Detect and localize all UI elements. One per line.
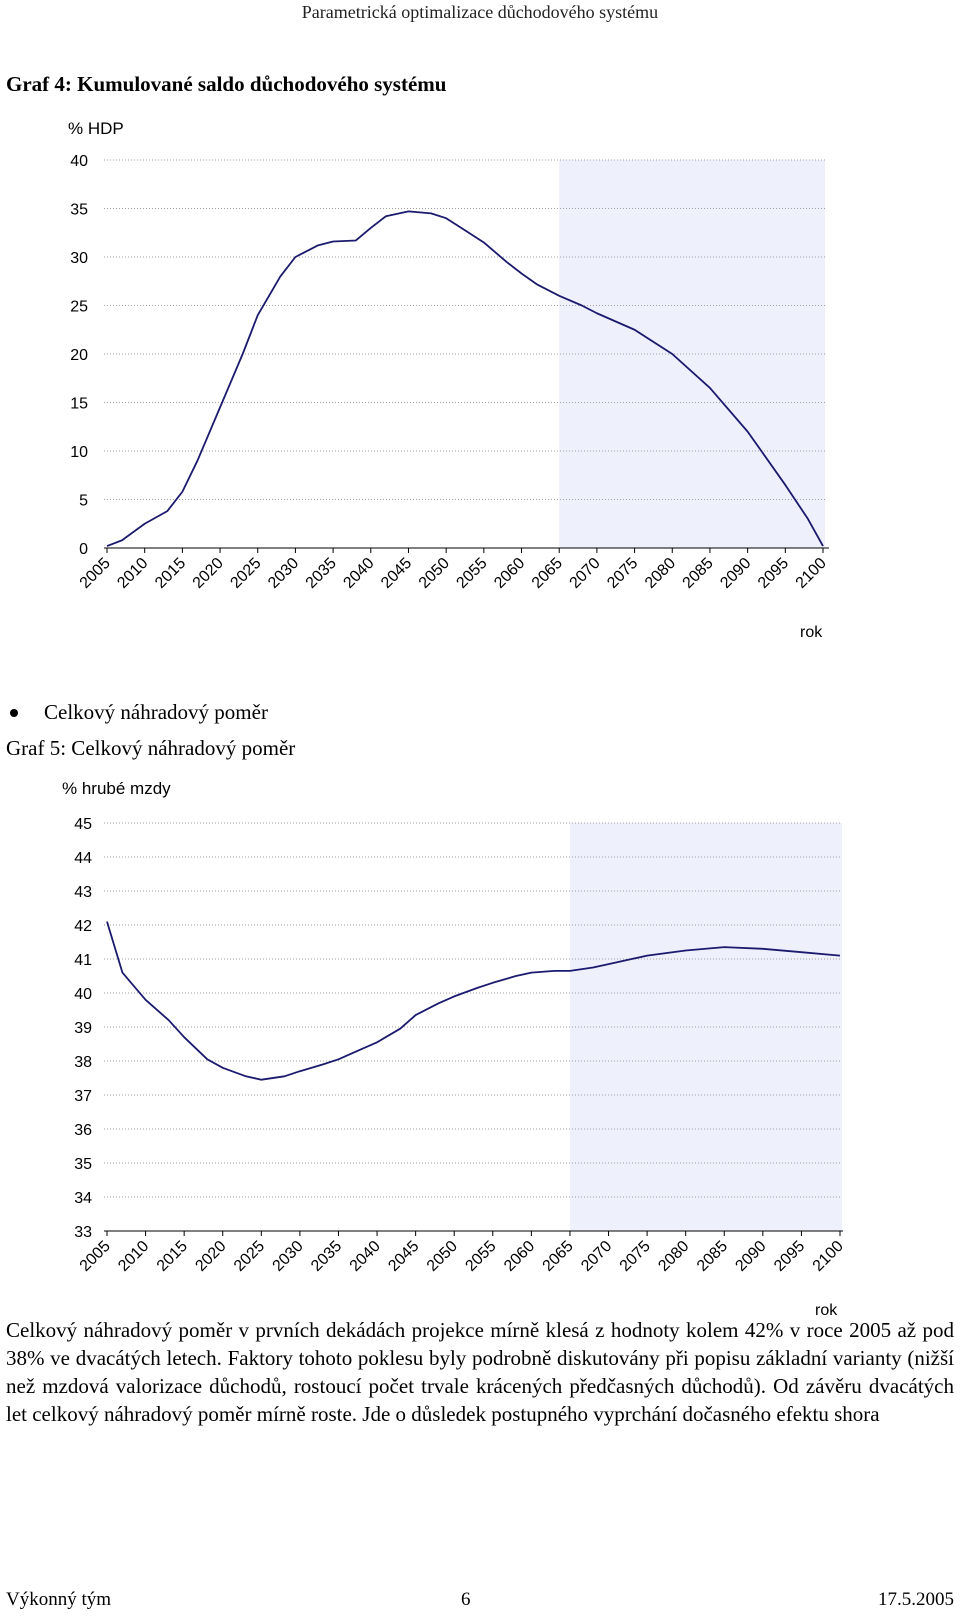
y-axis-title: % HDP (68, 119, 124, 138)
y-tick-label: 5 (79, 493, 88, 510)
x-tick-label: 2080 (642, 555, 679, 592)
x-tick-label: 2020 (190, 555, 227, 592)
y-tick-label: 43 (74, 884, 92, 901)
running-header: Parametrická optimalizace důchodového sy… (301, 2, 659, 22)
x-tick-label: 2085 (680, 555, 717, 592)
graph4-caption: Graf 4: Kumulované saldo důchodového sys… (6, 72, 447, 96)
y-tick-label: 35 (74, 1156, 92, 1173)
x-tick-label: 2045 (378, 555, 415, 592)
x-axis-title: rok (800, 624, 823, 641)
y-tick-label: 45 (74, 816, 92, 833)
x-tick-label: 2025 (231, 1238, 268, 1275)
y-tick-label: 38 (74, 1054, 92, 1071)
y-tick-label: 35 (70, 202, 88, 219)
y-tick-label: 40 (70, 153, 88, 170)
x-tick-label: 2040 (340, 555, 377, 592)
x-tick-label: 2100 (810, 1238, 847, 1275)
x-tick-label: 2060 (491, 555, 528, 592)
bullet-item: Celkový náhradový poměr (6, 700, 268, 725)
x-tick-label: 2010 (115, 1238, 152, 1275)
y-tick-label: 33 (74, 1224, 92, 1241)
x-tick-label: 2065 (540, 1238, 577, 1275)
bullet-text: Celkový náhradový poměr (44, 700, 268, 724)
x-tick-label: 2030 (265, 555, 302, 592)
y-tick-label: 15 (70, 396, 88, 413)
x-tick-label: 2005 (77, 555, 114, 592)
x-tick-label: 2070 (567, 555, 604, 592)
x-tick-label: 2080 (655, 1238, 692, 1275)
x-tick-label: 2075 (617, 1238, 654, 1275)
x-tick-label: 2075 (604, 555, 641, 592)
x-tick-label: 2095 (771, 1238, 808, 1275)
y-tick-label: 44 (74, 850, 92, 867)
x-tick-label: 2045 (385, 1238, 422, 1275)
y-tick-label: 0 (79, 541, 88, 558)
x-tick-label: 2100 (793, 555, 830, 592)
footer-date: 17.5.2005 (878, 1589, 954, 1610)
x-tick-label: 2005 (77, 1238, 114, 1275)
x-tick-label: 2020 (192, 1238, 229, 1275)
y-axis-title: % hrubé mzdy (62, 779, 171, 798)
x-tick-label: 2095 (755, 555, 792, 592)
x-tick-label: 2035 (308, 1238, 345, 1275)
y-tick-label: 39 (74, 1020, 92, 1037)
series-line (106, 921, 841, 1081)
x-tick-label: 2090 (732, 1238, 769, 1275)
x-tick-label: 2085 (694, 1238, 731, 1275)
x-tick-label: 2070 (578, 1238, 615, 1275)
x-tick-label: 2090 (717, 555, 754, 592)
footer-author: Výkonný tým (6, 1589, 112, 1610)
x-tick-label: 2035 (303, 555, 340, 592)
x-tick-label: 2050 (424, 1238, 461, 1275)
x-tick-label: 2060 (501, 1238, 538, 1275)
y-tick-label: 42 (74, 918, 92, 935)
x-tick-label: 2040 (347, 1238, 384, 1275)
graph5-caption: Graf 5: Celkový náhradový poměr (6, 736, 296, 760)
bullet-icon (10, 708, 18, 717)
y-tick-label: 36 (74, 1122, 92, 1139)
x-tick-label: 2055 (462, 1238, 499, 1275)
x-tick-label: 2055 (453, 555, 490, 592)
x-tick-label: 2010 (114, 555, 151, 592)
y-tick-label: 25 (70, 299, 88, 316)
x-tick-label: 2065 (529, 555, 566, 592)
y-tick-label: 30 (70, 250, 88, 267)
y-tick-label: 10 (70, 444, 88, 461)
x-tick-label: 2015 (152, 555, 189, 592)
body-paragraph: Celkový náhradový poměr v prvních dekádá… (6, 1318, 954, 1426)
y-tick-label: 40 (74, 986, 92, 1003)
x-axis-title: rok (815, 1302, 838, 1319)
footer-page-number: 6 (461, 1589, 471, 1610)
shaded-region (569, 823, 842, 1231)
x-tick-label: 2025 (227, 555, 264, 592)
y-tick-label: 34 (74, 1190, 92, 1207)
series-line (106, 210, 824, 547)
y-tick-label: 20 (70, 347, 88, 364)
y-tick-label: 37 (74, 1088, 92, 1105)
y-tick-label: 41 (74, 952, 92, 969)
x-tick-label: 2015 (154, 1238, 191, 1275)
x-tick-label: 2030 (270, 1238, 307, 1275)
x-tick-label: 2050 (416, 555, 453, 592)
